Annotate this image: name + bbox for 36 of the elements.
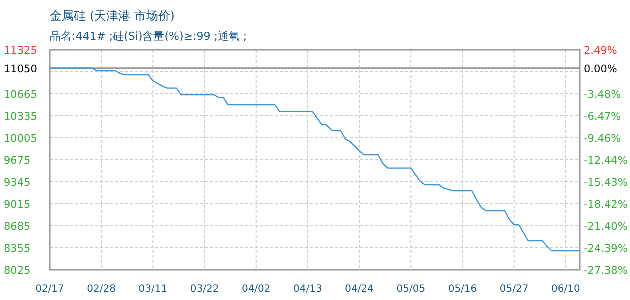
x-tick-label: 04/24: [345, 284, 374, 295]
x-tick-label: 05/16: [448, 284, 478, 295]
x-tick-label: 03/11: [138, 284, 168, 295]
y2-tick-label: -15.43%: [584, 176, 628, 189]
y2-tick-label: -24.39%: [584, 242, 628, 255]
x-tick-label: 04/13: [294, 284, 322, 295]
y-tick-label: 11050: [4, 63, 38, 76]
y2-tick-label: -27.38%: [584, 265, 628, 277]
y-tick-label: 9345: [4, 177, 31, 189]
y-tick-label: 10335: [4, 111, 38, 123]
chart-subtitle: 品名:441# ;硅(Si)含量(%)≥:99 ;通氧 ;: [50, 30, 248, 43]
y2-tick-label: 0.00%: [584, 63, 618, 76]
y2-tick-label: -18.42%: [584, 199, 628, 212]
x-tick-label: 02/17: [36, 284, 64, 295]
y-tick-label: 11325: [4, 45, 38, 57]
chart-title: 金属硅 (天津港 市场价): [50, 9, 175, 23]
x-tick-label: 03/22: [190, 284, 220, 295]
y2-tick-label: -3.48%: [584, 88, 622, 101]
y2-tick-label: -12.44%: [584, 154, 628, 167]
y2-tick-label: -6.47%: [584, 110, 622, 123]
x-tick-label: 05/05: [396, 284, 426, 295]
y-tick-label: 9015: [4, 199, 31, 211]
y-tick-label: 8025: [4, 265, 31, 277]
x-tick-label: 04/02: [242, 284, 271, 295]
y2-tick-label: -21.40%: [584, 220, 628, 233]
x-tick-label: 05/27: [500, 284, 529, 295]
x-tick-label: 06/10: [552, 284, 580, 295]
y-tick-label: 10665: [4, 89, 38, 101]
y-tick-label: 9675: [4, 155, 31, 167]
y-tick-label: 10005: [4, 133, 38, 145]
y-tick-label: 8685: [4, 221, 31, 233]
y2-tick-label: -9.46%: [584, 133, 622, 146]
line-series: [49, 68, 581, 252]
x-tick-label: 02/28: [87, 284, 116, 295]
y-tick-label: 8355: [4, 243, 31, 255]
y2-tick-label: 2.49%: [584, 45, 618, 57]
